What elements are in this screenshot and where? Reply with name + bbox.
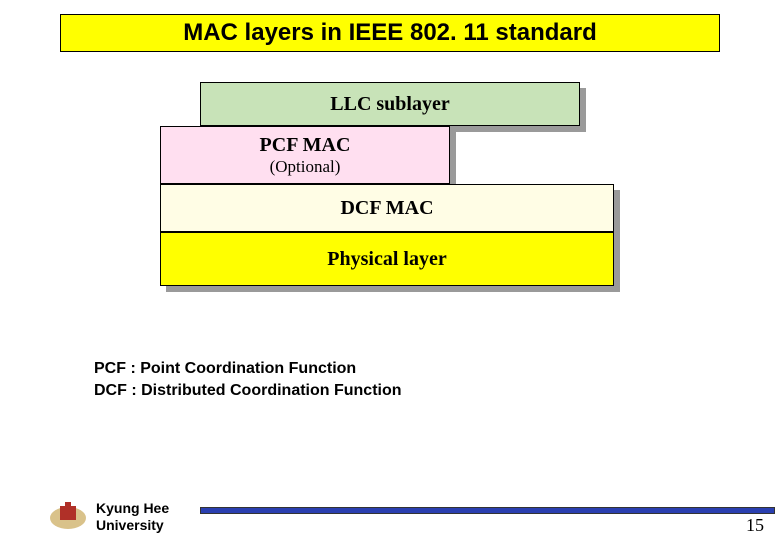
slide-footer: Kyung Hee University 15 <box>0 486 780 536</box>
dcf-definition: DCF : Distributed Coordination Function <box>94 380 780 402</box>
pcf-sublabel: (Optional) <box>270 157 341 177</box>
university-name-line2: University <box>96 517 169 534</box>
llc-label: LLC sublayer <box>330 93 449 116</box>
pcf-mac-box: PCF MAC (Optional) <box>160 126 450 184</box>
dcf-label: DCF MAC <box>340 197 433 220</box>
phy-label: Physical layer <box>327 248 446 271</box>
dcf-mac-box: DCF MAC <box>160 184 614 232</box>
llc-sublayer-box: LLC sublayer <box>200 82 580 126</box>
university-logo-icon <box>48 500 88 530</box>
pcf-label: PCF MAC <box>260 134 351 157</box>
university-name-line1: Kyung Hee <box>96 500 169 517</box>
definitions: PCF : Point Coordination Function DCF : … <box>94 358 780 401</box>
footer-rule <box>200 507 775 514</box>
physical-layer-box: Physical layer <box>160 232 614 286</box>
slide-title-text: MAC layers in IEEE 802. 11 standard <box>183 19 597 46</box>
page-number: 15 <box>746 515 764 536</box>
pcf-definition: PCF : Point Coordination Function <box>94 358 780 380</box>
slide-title: MAC layers in IEEE 802. 11 standard <box>60 14 720 52</box>
university-name: Kyung Hee University <box>96 500 169 534</box>
mac-layers-diagram: LLC sublayer PCF MAC (Optional) DCF MAC … <box>160 82 620 322</box>
